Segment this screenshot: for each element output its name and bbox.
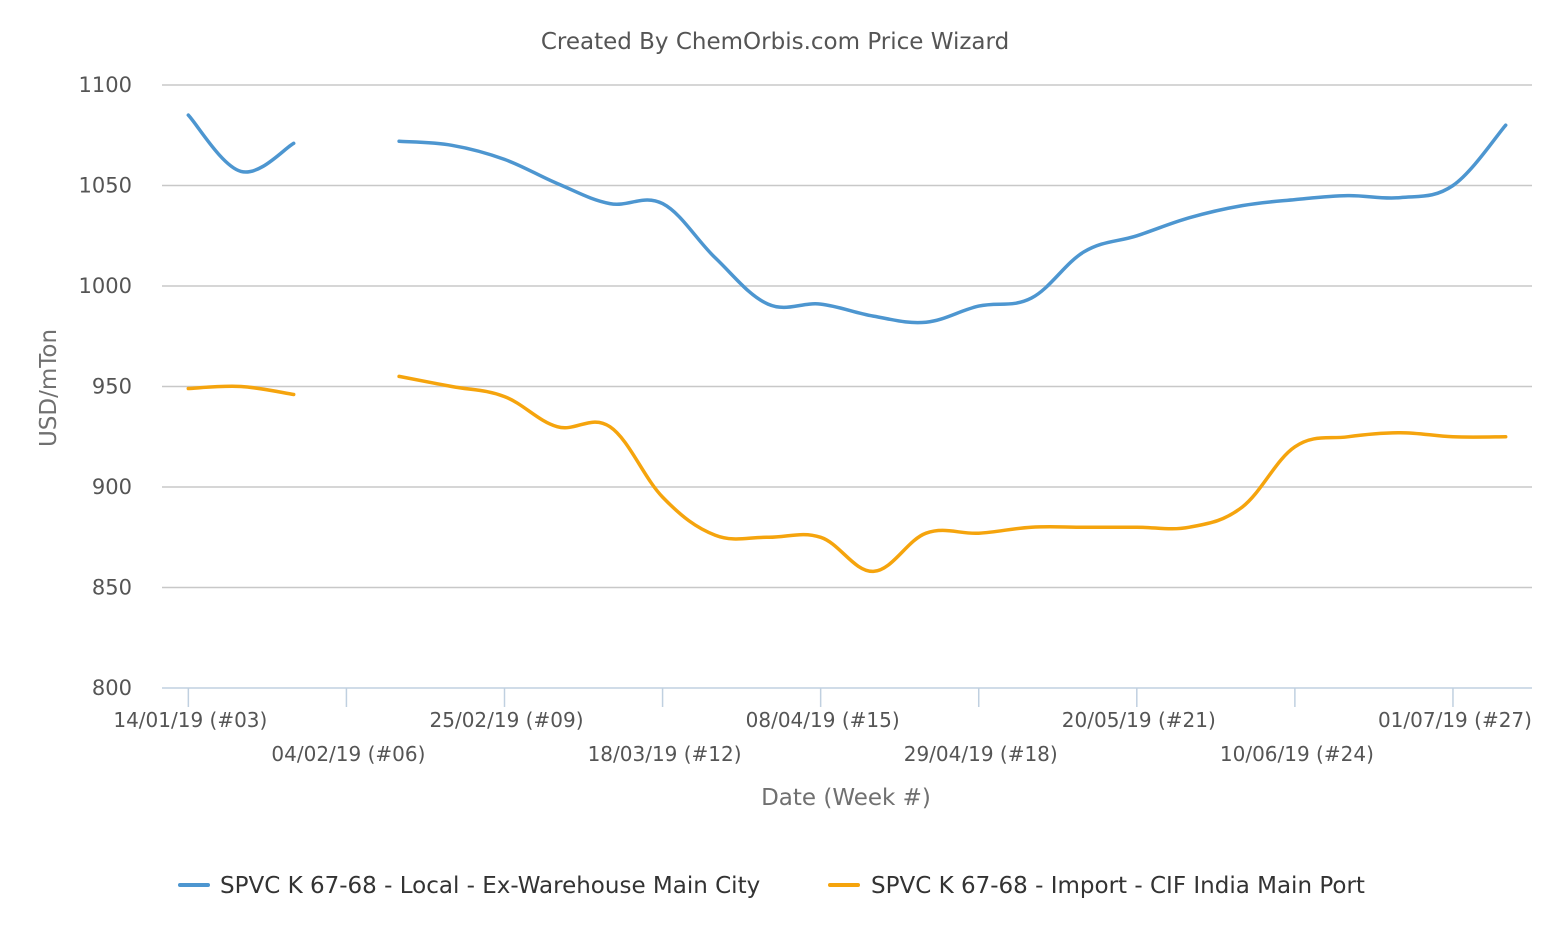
- x-tick-label: 04/02/19 (#06): [271, 742, 425, 766]
- legend-item-2[interactable]: SPVC K 67-68 - Import - CIF India Main P…: [828, 873, 1365, 899]
- x-axis: 14/01/19 (#03)04/02/19 (#06)25/02/19 (#0…: [113, 687, 1532, 766]
- x-tick-label: 18/03/19 (#12): [588, 742, 742, 766]
- x-tick-label: 08/04/19 (#15): [746, 708, 900, 732]
- x-tick-label: 25/02/19 (#09): [430, 708, 584, 732]
- series-2: [186, 374, 1508, 574]
- x-tick-label: 10/06/19 (#24): [1220, 742, 1374, 766]
- x-tick-label: 29/04/19 (#18): [904, 742, 1058, 766]
- legend-label: SPVC K 67-68 - Import - CIF India Main P…: [871, 873, 1365, 899]
- x-tick-label: 20/05/19 (#21): [1062, 708, 1216, 732]
- y-tick-label: 800: [92, 676, 132, 700]
- series-1: [186, 113, 1508, 325]
- y-tick-label: 1100: [79, 73, 132, 97]
- x-tick-label: 14/01/19 (#03): [113, 708, 267, 732]
- legend: SPVC K 67-68 - Local - Ex-Warehouse Main…: [178, 873, 1365, 899]
- series-lines: [186, 113, 1508, 574]
- y-tick-label: 1050: [79, 174, 132, 198]
- legend-label: SPVC K 67-68 - Local - Ex-Warehouse Main…: [220, 873, 760, 899]
- series-2-line-segment-1: [186, 384, 296, 397]
- y-axis-tick-labels: 800 850 900 950 1000 1050 1100: [79, 73, 132, 700]
- x-tick-label: 01/07/19 (#27): [1378, 708, 1532, 732]
- series-2-line-segment-2: [397, 374, 1508, 574]
- x-axis-title: Date (Week #): [761, 785, 931, 811]
- y-tick-label: 950: [92, 375, 132, 399]
- grid-lines: [162, 84, 1532, 589]
- y-tick-label: 1000: [79, 274, 132, 298]
- y-tick-label: 850: [92, 576, 132, 600]
- y-axis-title: USD/mTon: [36, 329, 62, 447]
- legend-item-1[interactable]: SPVC K 67-68 - Local - Ex-Warehouse Main…: [178, 873, 760, 899]
- chart-title: Created By ChemOrbis.com Price Wizard: [541, 29, 1009, 55]
- series-1-line-segment-2: [397, 123, 1508, 325]
- y-tick-label: 900: [92, 475, 132, 499]
- series-1-line-segment-1: [186, 113, 296, 174]
